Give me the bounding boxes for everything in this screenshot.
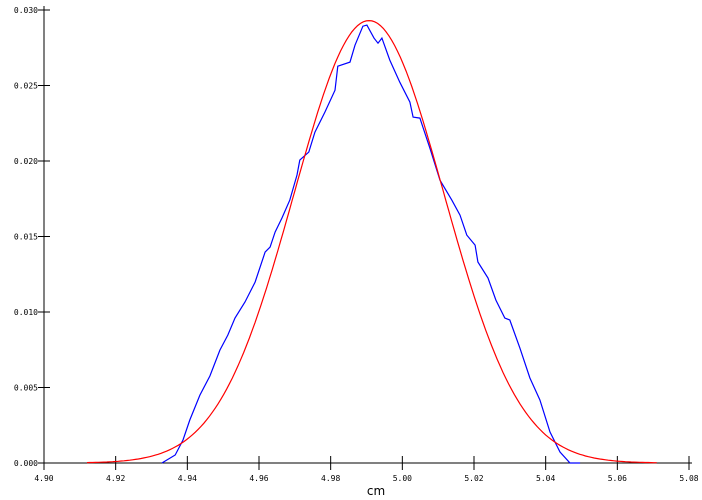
x-tick-label: 4.94 [178,474,197,483]
x-ticks: 4.90 4.92 4.94 4.96 4.98 5.00 5.02 5.04 5.06 5.08 [34,456,699,483]
axes [40,6,692,467]
x-tick-label: 4.98 [321,474,340,483]
x-axis-label: cm [367,484,385,498]
y-tick-label: 0.005 [14,384,38,393]
y-tick-label: 0.000 [14,459,38,468]
x-tick-label: 4.90 [34,474,53,483]
measured-curve [161,24,581,464]
x-tick-label: 5.08 [679,474,698,483]
x-tick-label: 4.96 [249,474,268,483]
x-tick-label: 5.04 [536,474,555,483]
x-tick-label: 5.02 [464,474,483,483]
y-tick-label: 0.010 [14,308,38,317]
y-tick-label: 0.015 [14,233,38,242]
y-tick-label: 0.020 [14,157,38,166]
x-tick-label: 4.92 [106,474,125,483]
fit-curve [86,19,657,464]
y-tick-label: 0.030 [14,6,38,15]
series-group [86,19,657,464]
y-ticks: 0.000 0.005 0.010 0.015 0.020 0.025 0.030 [14,6,50,468]
x-tick-label: 5.06 [608,474,627,483]
y-tick-label: 0.025 [14,82,38,91]
x-tick-label: 5.00 [393,474,412,483]
